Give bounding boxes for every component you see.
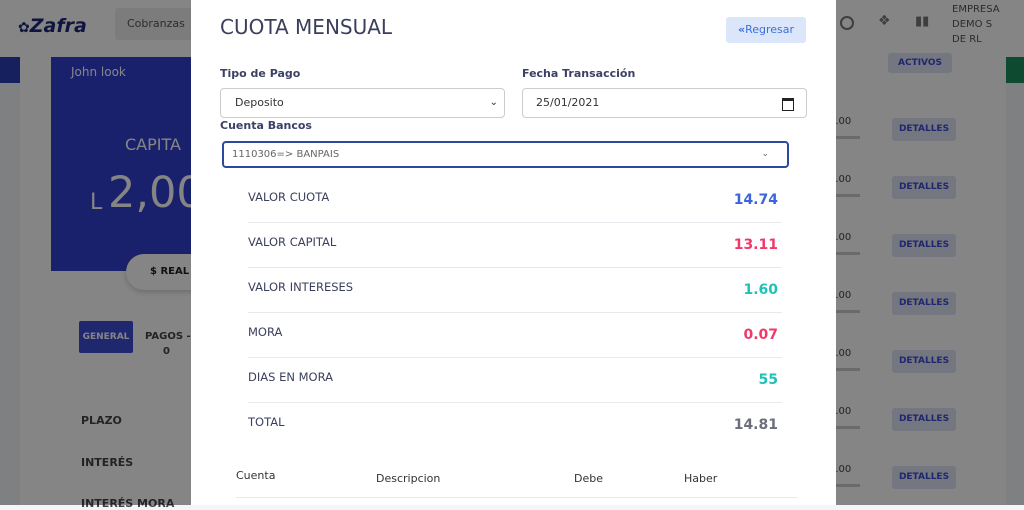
card-button-label: REAL <box>160 266 190 277</box>
details-button[interactable]: DETALLES <box>892 350 956 373</box>
field-label: PLAZO <box>81 414 122 427</box>
select-value: Deposito <box>235 96 284 109</box>
summary-value: 1.60 <box>743 282 778 298</box>
progress-bar <box>836 310 860 313</box>
field-label: Fecha Transacción <box>522 67 636 80</box>
tab-pagos-count: 0 <box>163 346 170 357</box>
row-amount: 0.00 <box>829 290 852 301</box>
progress-bar <box>836 426 860 429</box>
nav-item[interactable]: Cobranzas <box>115 8 192 40</box>
card-label: CAPITA <box>125 135 181 154</box>
details-button[interactable]: DETALLES <box>892 408 956 431</box>
strip <box>0 57 20 83</box>
row-divider <box>248 312 782 313</box>
row-amount: 0.00 <box>829 406 852 417</box>
progress-bar <box>836 484 860 487</box>
summary-label: VALOR INTERESES <box>248 280 354 294</box>
summary-value: 55 <box>758 372 778 388</box>
date-value: 25/01/2021 <box>536 96 600 109</box>
table-divider <box>236 497 798 498</box>
row-amount: 0.00 <box>829 464 852 475</box>
date-input[interactable]: 25/01/2021 <box>522 88 807 118</box>
row-divider <box>248 267 782 268</box>
details-button[interactable]: DETALLES <box>892 466 956 489</box>
summary-label: VALOR CUOTA <box>248 190 330 204</box>
row-divider <box>248 357 782 358</box>
company-line: DEMO S <box>952 19 993 30</box>
back-button-label: Regresar <box>745 23 795 36</box>
currency: L <box>90 190 103 215</box>
field-label: Cuenta Bancos <box>220 119 312 132</box>
bank-select[interactable]: 1110306=> BANPAIS ⌄ <box>222 141 789 168</box>
summary-value: 14.74 <box>733 192 778 208</box>
modal-title: CUOTA MENSUAL <box>220 15 393 39</box>
details-button[interactable]: DETALLES <box>892 176 956 199</box>
details-button[interactable]: DETALLES <box>892 234 956 257</box>
field-label: Tipo de Pago <box>220 67 301 80</box>
row-amount: 0.00 <box>829 116 852 127</box>
select-value: 1110306=> BANPAIS <box>232 149 340 160</box>
company: EMPRESA DEMO S DE RL <box>952 2 1000 47</box>
icon[interactable] <box>840 16 854 30</box>
strip <box>1006 57 1024 83</box>
payment-type-select[interactable]: Deposito ⌄ <box>220 88 505 118</box>
table-header: Descripcion <box>376 472 441 485</box>
client-name: John look <box>71 65 126 79</box>
details-button[interactable]: DETALLES <box>892 292 956 315</box>
company-line: EMPRESA <box>952 4 1000 15</box>
row-amount: 0.00 <box>829 174 852 185</box>
summary-label: DIAS EN MORA <box>248 370 333 384</box>
row-divider <box>248 402 782 403</box>
client-card <box>51 57 191 271</box>
tab-button[interactable]: ACTIVOS <box>888 53 952 73</box>
card-amount: 2,00 <box>108 168 204 218</box>
table-header: Cuenta <box>236 469 276 482</box>
field-label: INTERÉS <box>81 456 134 469</box>
brand-logo[interactable]: ✿Zafra <box>18 15 87 37</box>
tab-pagos[interactable]: PAGOS - <box>145 331 191 342</box>
progress-bar <box>836 136 860 139</box>
icon[interactable]: ❖ <box>878 13 891 29</box>
summary-value: 0.07 <box>743 327 778 343</box>
details-button[interactable]: DETALLES <box>892 118 956 141</box>
progress-bar <box>836 194 860 197</box>
back-button[interactable]: «Regresar <box>726 17 806 43</box>
row-amount: 0.00 <box>829 348 852 359</box>
progress-bar <box>836 368 860 371</box>
summary-label: MORA <box>248 325 283 339</box>
brand: Zafra <box>29 15 87 37</box>
summary-label: TOTAL <box>248 415 285 429</box>
row-amount: 0.00 <box>829 232 852 243</box>
tab-general[interactable]: GENERAL <box>79 321 133 353</box>
modal: CUOTA MENSUAL «Regresar Tipo de Pago Dep… <box>191 0 836 505</box>
company-line: DE RL <box>952 34 982 45</box>
progress-bar <box>836 252 860 255</box>
icon[interactable]: ▮▮ <box>915 14 930 29</box>
row-divider <box>248 222 782 223</box>
summary-value: 14.81 <box>733 417 778 433</box>
summary-label: VALOR CAPITAL <box>248 235 337 249</box>
table-header: Haber <box>684 472 718 485</box>
summary-value: 13.11 <box>733 237 778 253</box>
table-header: Debe <box>574 472 603 485</box>
